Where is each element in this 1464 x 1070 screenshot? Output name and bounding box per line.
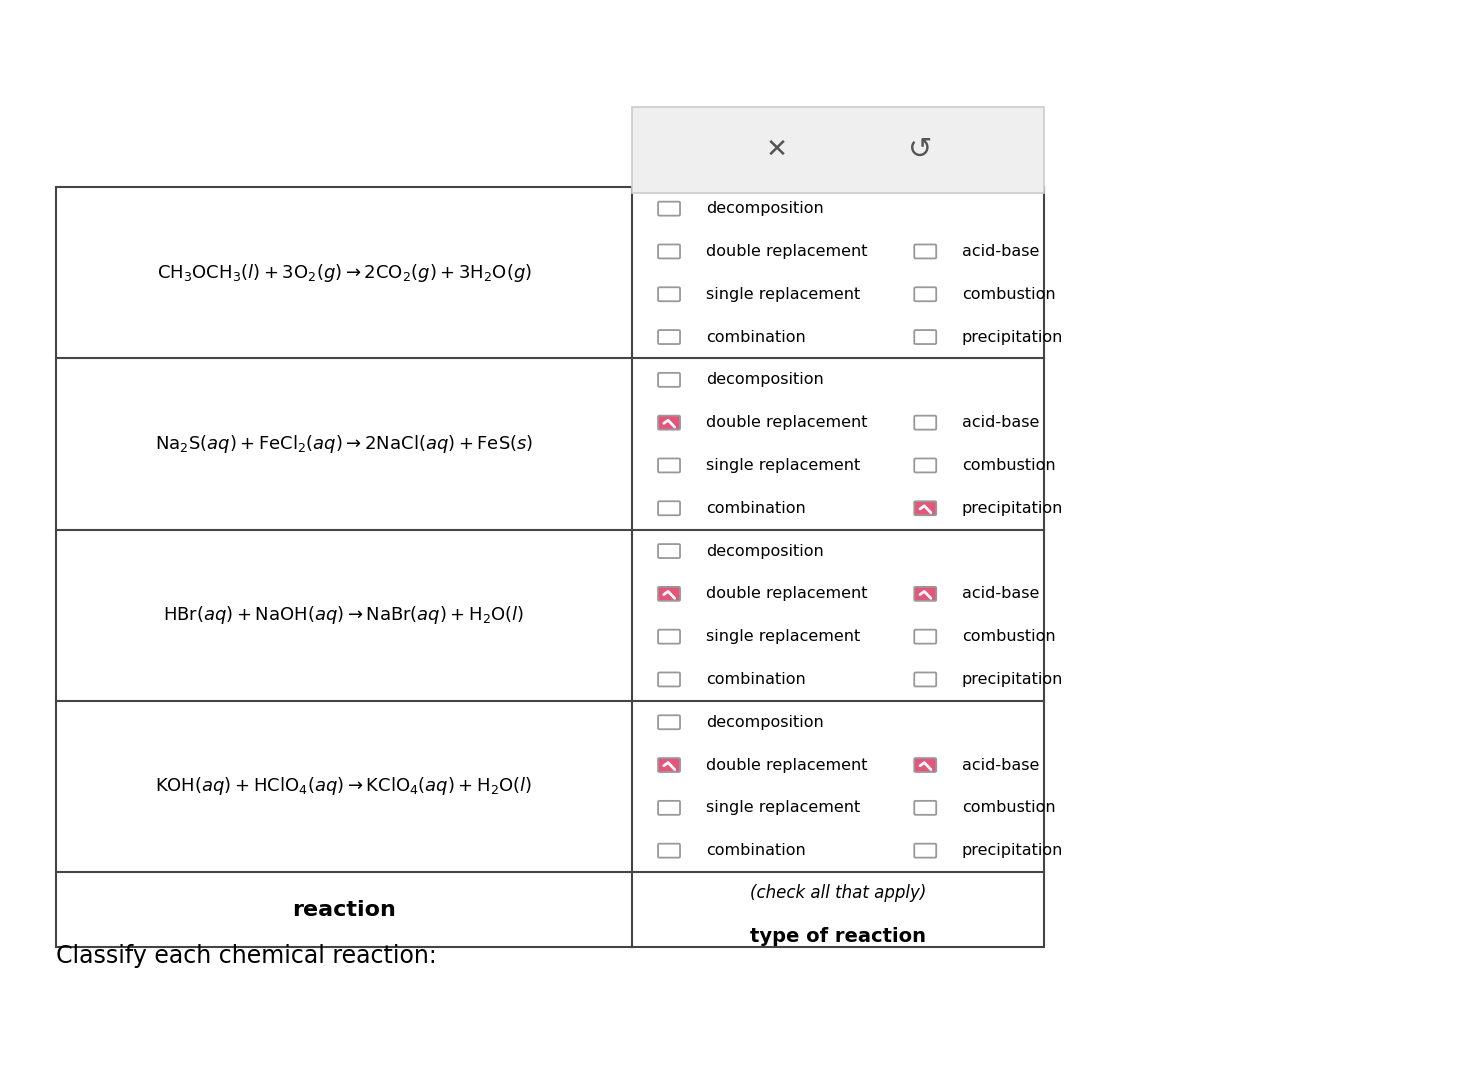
Text: single replacement: single replacement <box>706 629 859 644</box>
Text: combination: combination <box>706 330 805 345</box>
Bar <box>632 107 1044 193</box>
Text: double replacement: double replacement <box>706 758 867 773</box>
Text: (check all that apply): (check all that apply) <box>750 885 927 902</box>
FancyBboxPatch shape <box>659 800 679 815</box>
FancyBboxPatch shape <box>914 629 937 644</box>
Text: decomposition: decomposition <box>706 201 823 216</box>
Text: double replacement: double replacement <box>706 244 867 259</box>
FancyBboxPatch shape <box>914 758 937 773</box>
Text: single replacement: single replacement <box>706 800 859 815</box>
Text: double replacement: double replacement <box>706 415 867 430</box>
Text: reaction: reaction <box>293 900 395 919</box>
Text: type of reaction: type of reaction <box>750 927 927 946</box>
Text: decomposition: decomposition <box>706 372 823 387</box>
Text: single replacement: single replacement <box>706 287 859 302</box>
Text: combination: combination <box>706 843 805 858</box>
FancyBboxPatch shape <box>659 201 679 216</box>
Text: Classify each chemical reaction:: Classify each chemical reaction: <box>56 945 436 968</box>
Text: $\mathregular{HBr}(aq) + \mathregular{NaOH}(aq) \rightarrow \mathregular{NaBr}(a: $\mathregular{HBr}(aq) + \mathregular{Na… <box>164 605 524 626</box>
FancyBboxPatch shape <box>659 287 679 302</box>
Text: $\mathregular{CH_3OCH_3}(\mathit{l}) + \mathregular{3O_2}(\mathit{g}) \rightarro: $\mathregular{CH_3OCH_3}(\mathit{l}) + \… <box>157 262 531 284</box>
FancyBboxPatch shape <box>659 501 679 516</box>
Text: ✕: ✕ <box>766 137 788 163</box>
FancyBboxPatch shape <box>914 586 937 601</box>
Text: combination: combination <box>706 501 805 516</box>
Text: single replacement: single replacement <box>706 458 859 473</box>
Text: combustion: combustion <box>962 800 1056 815</box>
FancyBboxPatch shape <box>914 287 937 302</box>
Text: $\mathregular{KOH}(aq) + \mathregular{HClO_4}(aq) \rightarrow \mathregular{KClO_: $\mathregular{KOH}(aq) + \mathregular{HC… <box>155 776 533 797</box>
FancyBboxPatch shape <box>659 758 679 773</box>
FancyBboxPatch shape <box>659 372 679 387</box>
FancyBboxPatch shape <box>659 544 679 559</box>
FancyBboxPatch shape <box>914 244 937 259</box>
Text: precipitation: precipitation <box>962 843 1063 858</box>
FancyBboxPatch shape <box>659 586 679 601</box>
FancyBboxPatch shape <box>659 458 679 473</box>
Text: precipitation: precipitation <box>962 501 1063 516</box>
FancyBboxPatch shape <box>914 415 937 430</box>
Text: double replacement: double replacement <box>706 586 867 601</box>
FancyBboxPatch shape <box>659 672 679 687</box>
Bar <box>56 187 1044 947</box>
Text: precipitation: precipitation <box>962 330 1063 345</box>
Text: decomposition: decomposition <box>706 544 823 559</box>
FancyBboxPatch shape <box>914 501 937 516</box>
FancyBboxPatch shape <box>659 330 679 345</box>
Text: acid-base: acid-base <box>962 244 1039 259</box>
Text: precipitation: precipitation <box>962 672 1063 687</box>
Text: combination: combination <box>706 672 805 687</box>
Text: acid-base: acid-base <box>962 758 1039 773</box>
FancyBboxPatch shape <box>659 629 679 644</box>
FancyBboxPatch shape <box>914 458 937 473</box>
FancyBboxPatch shape <box>659 843 679 858</box>
FancyBboxPatch shape <box>914 330 937 345</box>
Text: combustion: combustion <box>962 629 1056 644</box>
Text: acid-base: acid-base <box>962 586 1039 601</box>
FancyBboxPatch shape <box>659 244 679 259</box>
Text: acid-base: acid-base <box>962 415 1039 430</box>
Text: $\mathregular{Na_2S}(aq) + \mathregular{FeCl_2}(aq) \rightarrow \mathregular{2Na: $\mathregular{Na_2S}(aq) + \mathregular{… <box>155 433 533 455</box>
FancyBboxPatch shape <box>914 843 937 858</box>
Text: ↺: ↺ <box>908 136 933 164</box>
Text: combustion: combustion <box>962 458 1056 473</box>
Text: combustion: combustion <box>962 287 1056 302</box>
FancyBboxPatch shape <box>914 800 937 815</box>
FancyBboxPatch shape <box>659 415 679 430</box>
FancyBboxPatch shape <box>914 672 937 687</box>
FancyBboxPatch shape <box>659 715 679 730</box>
Text: decomposition: decomposition <box>706 715 823 730</box>
